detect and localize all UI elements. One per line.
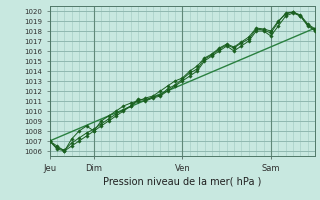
X-axis label: Pression niveau de la mer( hPa ): Pression niveau de la mer( hPa ) (103, 176, 261, 186)
